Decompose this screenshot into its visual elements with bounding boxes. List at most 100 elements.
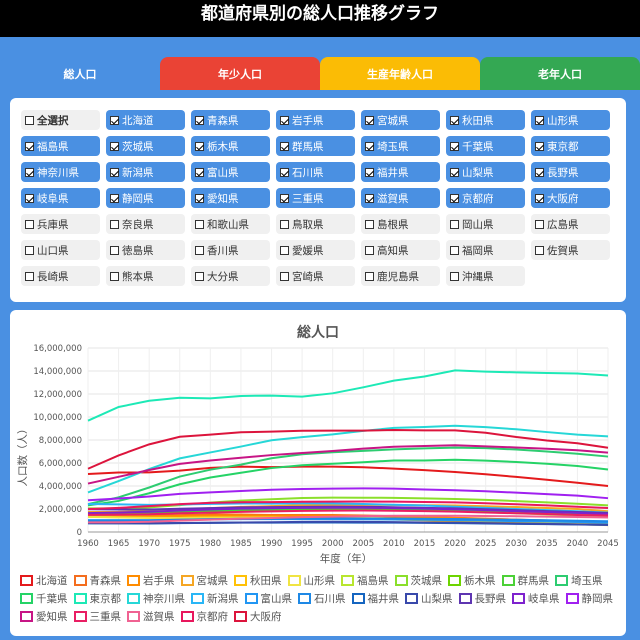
prefecture-checkbox[interactable]: 滋賀県 — [361, 188, 440, 208]
checkbox-icon[interactable] — [280, 193, 289, 203]
checkbox-icon[interactable] — [25, 193, 34, 203]
prefecture-checkbox[interactable]: 京都府 — [446, 188, 525, 208]
checkbox-icon[interactable] — [450, 193, 459, 203]
checkbox-icon[interactable] — [280, 245, 289, 255]
legend-item[interactable]: 福井県 — [351, 591, 399, 605]
legend-item[interactable]: 栃木県 — [448, 573, 496, 587]
legend-item[interactable]: 北海道 — [20, 573, 68, 587]
select-all-checkbox[interactable]: 全選択 — [21, 110, 100, 130]
checkbox-icon[interactable] — [450, 219, 459, 229]
prefecture-checkbox[interactable]: 宮崎県 — [276, 266, 355, 286]
prefecture-checkbox[interactable]: 和歌山県 — [191, 214, 270, 234]
prefecture-checkbox[interactable]: 群馬県 — [276, 136, 355, 156]
prefecture-checkbox[interactable]: 宮城県 — [361, 110, 440, 130]
checkbox-icon[interactable] — [365, 245, 374, 255]
prefecture-checkbox[interactable]: 新潟県 — [106, 162, 185, 182]
checkbox-icon[interactable] — [280, 115, 289, 125]
checkbox-icon[interactable] — [25, 245, 34, 255]
prefecture-checkbox[interactable]: 三重県 — [276, 188, 355, 208]
legend-item[interactable]: 愛知県 — [20, 609, 68, 623]
checkbox-icon[interactable] — [110, 141, 119, 151]
legend-item[interactable]: 石川県 — [298, 591, 346, 605]
checkbox-icon[interactable] — [535, 167, 544, 177]
checkbox-icon[interactable] — [195, 141, 204, 151]
checkbox-icon[interactable] — [280, 219, 289, 229]
checkbox-icon[interactable] — [365, 219, 374, 229]
prefecture-checkbox[interactable]: 長野県 — [531, 162, 610, 182]
prefecture-checkbox[interactable]: 山口県 — [21, 240, 100, 260]
checkbox-icon[interactable] — [365, 271, 374, 281]
checkbox-icon[interactable] — [535, 193, 544, 203]
prefecture-checkbox[interactable]: 静岡県 — [106, 188, 185, 208]
prefecture-checkbox[interactable]: 岩手県 — [276, 110, 355, 130]
prefecture-checkbox[interactable]: 岡山県 — [446, 214, 525, 234]
prefecture-checkbox[interactable]: 大分県 — [191, 266, 270, 286]
prefecture-checkbox[interactable]: 奈良県 — [106, 214, 185, 234]
legend-item[interactable]: 三重県 — [73, 609, 121, 623]
checkbox-icon[interactable] — [280, 271, 289, 281]
prefecture-checkbox[interactable]: 鳥取県 — [276, 214, 355, 234]
checkbox-icon[interactable] — [280, 141, 289, 151]
checkbox-icon[interactable] — [195, 245, 204, 255]
checkbox-icon[interactable] — [450, 167, 459, 177]
legend-item[interactable]: 岐阜県 — [512, 591, 560, 605]
checkbox-icon[interactable] — [535, 219, 544, 229]
legend-item[interactable]: 秋田県 — [234, 573, 282, 587]
checkbox-icon[interactable] — [25, 115, 34, 125]
checkbox-icon[interactable] — [280, 167, 289, 177]
prefecture-checkbox[interactable]: 徳島県 — [106, 240, 185, 260]
prefecture-checkbox[interactable]: 岐阜県 — [21, 188, 100, 208]
prefecture-checkbox[interactable]: 福岡県 — [446, 240, 525, 260]
legend-item[interactable]: 青森県 — [73, 573, 121, 587]
legend-item[interactable]: 宮城県 — [180, 573, 228, 587]
legend-item[interactable]: 静岡県 — [565, 591, 613, 605]
prefecture-checkbox[interactable]: 鹿児島県 — [361, 266, 440, 286]
prefecture-checkbox[interactable]: 山形県 — [531, 110, 610, 130]
legend-item[interactable]: 山形県 — [287, 573, 335, 587]
prefecture-checkbox[interactable]: 秋田県 — [446, 110, 525, 130]
prefecture-checkbox[interactable]: 神奈川県 — [21, 162, 100, 182]
prefecture-checkbox[interactable]: 高知県 — [361, 240, 440, 260]
legend-item[interactable]: 大阪府 — [234, 609, 282, 623]
prefecture-checkbox[interactable]: 島根県 — [361, 214, 440, 234]
legend-item[interactable]: 長野県 — [458, 591, 506, 605]
prefecture-checkbox[interactable]: 山梨県 — [446, 162, 525, 182]
checkbox-icon[interactable] — [110, 115, 119, 125]
checkbox-icon[interactable] — [110, 271, 119, 281]
prefecture-checkbox[interactable]: 千葉県 — [446, 136, 525, 156]
legend-item[interactable]: 京都府 — [180, 609, 228, 623]
checkbox-icon[interactable] — [535, 115, 544, 125]
checkbox-icon[interactable] — [535, 245, 544, 255]
checkbox-icon[interactable] — [450, 115, 459, 125]
prefecture-checkbox[interactable]: 栃木県 — [191, 136, 270, 156]
prefecture-checkbox[interactable]: 富山県 — [191, 162, 270, 182]
checkbox-icon[interactable] — [110, 219, 119, 229]
legend-item[interactable]: 埼玉県 — [555, 573, 603, 587]
prefecture-checkbox[interactable]: 佐賀県 — [531, 240, 610, 260]
checkbox-icon[interactable] — [365, 167, 374, 177]
legend-item[interactable]: 福島県 — [341, 573, 389, 587]
prefecture-checkbox[interactable]: 沖縄県 — [446, 266, 525, 286]
legend-item[interactable]: 東京都 — [73, 591, 121, 605]
legend-item[interactable]: 茨城県 — [394, 573, 442, 587]
prefecture-checkbox[interactable]: 福島県 — [21, 136, 100, 156]
legend-item[interactable]: 富山県 — [244, 591, 292, 605]
legend-item[interactable]: 山梨県 — [405, 591, 453, 605]
prefecture-checkbox[interactable]: 東京都 — [531, 136, 610, 156]
checkbox-icon[interactable] — [195, 115, 204, 125]
legend-item[interactable]: 千葉県 — [20, 591, 68, 605]
prefecture-checkbox[interactable]: 茨城県 — [106, 136, 185, 156]
tab-elderly-population[interactable]: 老年人口 — [480, 57, 640, 90]
checkbox-icon[interactable] — [450, 245, 459, 255]
checkbox-icon[interactable] — [110, 167, 119, 177]
tab-total-population[interactable]: 総人口 — [0, 57, 160, 90]
prefecture-checkbox[interactable]: 兵庫県 — [21, 214, 100, 234]
prefecture-checkbox[interactable]: 埼玉県 — [361, 136, 440, 156]
checkbox-icon[interactable] — [195, 271, 204, 281]
checkbox-icon[interactable] — [25, 167, 34, 177]
legend-item[interactable]: 新潟県 — [191, 591, 239, 605]
prefecture-checkbox[interactable]: 石川県 — [276, 162, 355, 182]
legend-item[interactable]: 神奈川県 — [127, 591, 185, 605]
checkbox-icon[interactable] — [25, 271, 34, 281]
checkbox-icon[interactable] — [365, 141, 374, 151]
